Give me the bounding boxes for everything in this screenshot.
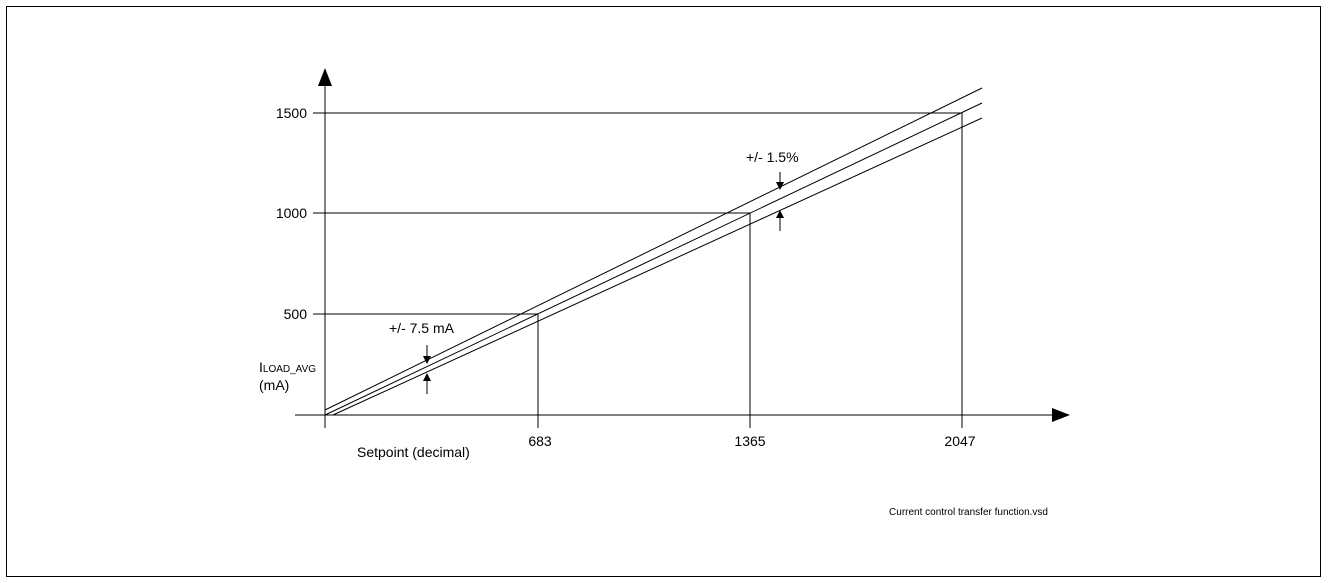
x-axis-label: Setpoint (decimal) xyxy=(357,444,470,460)
diagram-frame xyxy=(6,6,1321,577)
file-name-caption: Current control transfer function.vsd xyxy=(889,507,1048,518)
arrow-down-icon xyxy=(776,182,784,190)
y-tick-500: 500 xyxy=(284,306,308,322)
nominal-line xyxy=(324,102,983,416)
x-tick-2047: 2047 xyxy=(944,433,975,449)
x-tick-1365: 1365 xyxy=(734,433,765,449)
arrow-down-icon xyxy=(423,356,431,364)
x-axis-arrow-icon xyxy=(1052,408,1070,422)
upper-tolerance-line xyxy=(324,87,983,411)
y-axis-arrow-icon xyxy=(318,68,332,86)
lower-tolerance-line xyxy=(332,117,983,416)
y-axis-unit: (mA) xyxy=(259,377,289,393)
y-tick-1500: 1500 xyxy=(276,105,307,121)
y-axis-label-sub: LOAD_AVG xyxy=(263,364,316,375)
arrow-up-icon xyxy=(423,373,431,381)
high-tolerance-label: +/- 1.5% xyxy=(746,149,799,165)
arrow-up-icon xyxy=(776,210,784,218)
x-tick-683: 683 xyxy=(528,433,552,449)
low-tolerance-label: +/- 7.5 mA xyxy=(389,320,455,336)
y-axis-label: ILOAD_AVG xyxy=(259,359,316,375)
y-axis-label-main: I xyxy=(259,359,263,375)
y-tick-1000: 1000 xyxy=(276,205,307,221)
